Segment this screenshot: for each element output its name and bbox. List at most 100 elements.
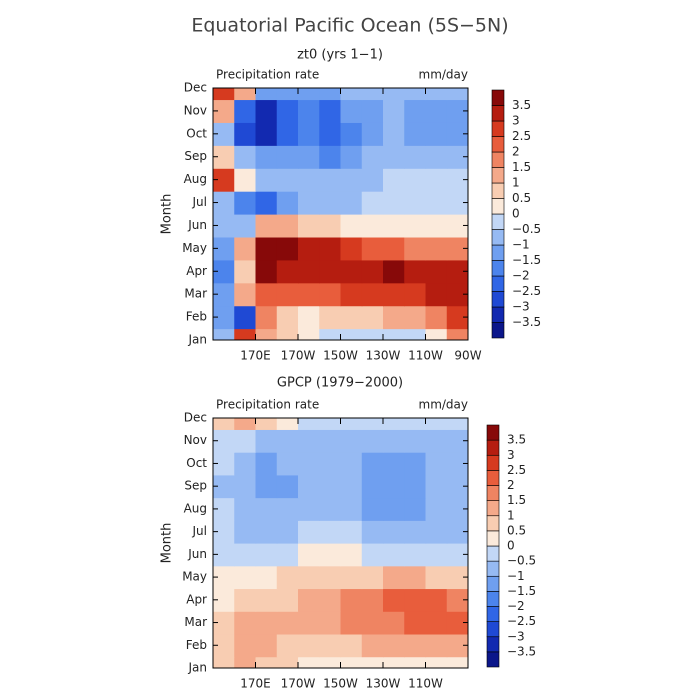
cell <box>255 236 278 261</box>
y-tick-label: Aug <box>184 501 207 515</box>
colorbar-label: 1.5 <box>507 493 526 507</box>
colorbar-label: 3.5 <box>512 98 531 112</box>
cell <box>425 168 448 192</box>
cell <box>276 282 299 307</box>
cell <box>446 565 468 590</box>
cell <box>446 497 468 521</box>
colorbar-label: 2 <box>512 145 520 159</box>
y-tick-label: May <box>182 241 207 255</box>
cell <box>425 305 448 330</box>
colorbar-box <box>491 89 505 106</box>
cell <box>340 633 363 658</box>
y-tick-label: Jun <box>187 218 207 232</box>
cell <box>383 305 405 330</box>
cell <box>361 633 384 658</box>
cell <box>404 99 427 123</box>
cell <box>446 452 468 476</box>
cell <box>298 611 320 635</box>
cell <box>234 145 257 169</box>
cell <box>319 305 342 330</box>
cell <box>276 429 299 453</box>
left-label: Precipitation rate <box>216 398 319 412</box>
cell <box>425 88 448 101</box>
cell <box>276 88 299 101</box>
cell <box>446 259 468 284</box>
cell <box>404 633 427 658</box>
cell <box>213 328 235 340</box>
colorbar-box <box>486 575 500 592</box>
colorbar-box <box>486 439 500 456</box>
cell <box>298 214 320 238</box>
cell <box>319 418 342 430</box>
x-tick-label: 170E <box>240 349 271 363</box>
cell <box>255 452 278 476</box>
colorbar-label: −2 <box>507 599 525 613</box>
x-tick-label: 130W <box>366 349 401 363</box>
cell <box>425 191 448 215</box>
colorbar-box <box>491 167 505 184</box>
cell <box>404 259 427 284</box>
cell <box>255 145 278 169</box>
y-tick-label: Feb <box>186 638 207 652</box>
colorbar-box <box>486 651 500 668</box>
cell <box>340 565 363 590</box>
cell <box>425 611 448 635</box>
cell <box>234 633 257 658</box>
cell <box>213 88 235 101</box>
colorbar-label: −1 <box>507 569 525 583</box>
y-tick-label: Jul <box>192 195 207 209</box>
cell <box>234 429 257 453</box>
cell <box>298 88 320 101</box>
cell <box>276 122 299 146</box>
cell <box>298 429 320 453</box>
cell <box>446 429 468 453</box>
cell <box>404 214 427 238</box>
cell <box>404 611 427 635</box>
cell <box>213 305 235 330</box>
cell <box>298 99 320 123</box>
cell <box>340 88 363 101</box>
colorbar-box <box>491 275 505 292</box>
colorbar-box <box>486 545 500 562</box>
cell <box>425 543 448 567</box>
cell <box>213 259 235 284</box>
cell <box>319 474 342 499</box>
cell <box>213 611 235 635</box>
cell <box>446 633 468 658</box>
cell <box>298 565 320 590</box>
cell <box>425 259 448 284</box>
colorbar-label: 0 <box>507 539 515 553</box>
colorbar-box <box>491 151 505 168</box>
cell <box>425 565 448 590</box>
cell <box>383 429 405 453</box>
cell <box>213 543 235 567</box>
cell <box>213 214 235 238</box>
cell <box>404 520 427 544</box>
colorbar-label: 1 <box>507 508 515 522</box>
cell <box>340 145 363 169</box>
cell <box>213 633 235 658</box>
cell <box>213 520 235 544</box>
cell <box>383 214 405 238</box>
colorbar-label: 2.5 <box>507 463 526 477</box>
cell <box>383 633 405 658</box>
cell <box>234 191 257 215</box>
cell <box>276 305 299 330</box>
cell <box>276 633 299 658</box>
cell <box>276 474 299 499</box>
cell <box>361 145 384 169</box>
cell <box>404 497 427 521</box>
cell <box>383 565 405 590</box>
cell <box>383 656 405 668</box>
cell <box>255 328 278 340</box>
cell <box>361 474 384 499</box>
cell <box>213 497 235 521</box>
colorbar-box <box>491 136 505 153</box>
cell <box>383 168 405 192</box>
cell <box>425 429 448 453</box>
cell <box>446 520 468 544</box>
cell <box>361 168 384 192</box>
colorbar-box <box>486 470 500 486</box>
cell <box>234 305 257 330</box>
cell <box>340 282 363 307</box>
